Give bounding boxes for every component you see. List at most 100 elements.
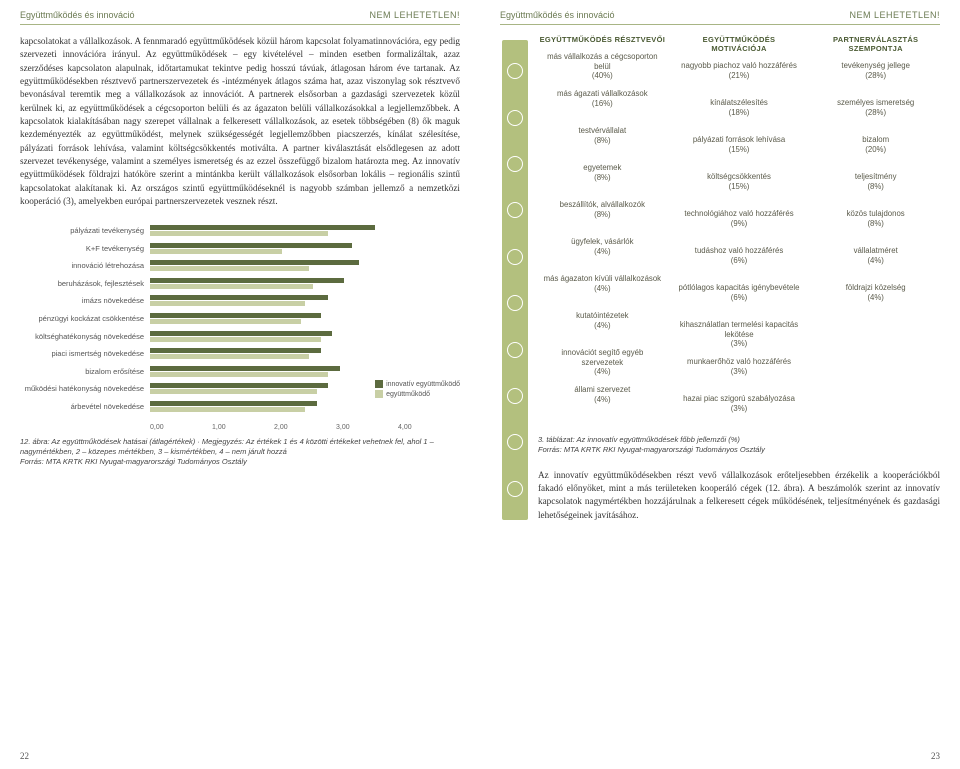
icon-strip	[502, 40, 528, 520]
bar-series-a	[150, 401, 317, 406]
cell-text: ügyfelek, vásárlók	[540, 237, 665, 247]
table-cell: költségcsökkentés(15%)	[675, 172, 804, 209]
cell-text: beszállítók, alvállalkozók	[540, 200, 665, 210]
chart-category-label: költséghatékonyság növekedése	[20, 332, 150, 341]
bar-series-b	[150, 301, 305, 306]
cell-text: pótlólagos kapacitás igénybevétele	[677, 283, 802, 293]
cell-text: technológiához való hozzáférés	[677, 209, 802, 219]
chart-row: pénzügyi kockázat csökkentése	[20, 310, 460, 326]
cell-text: kínálatszélesítés	[677, 98, 802, 108]
chart-row: imázs növekedése	[20, 293, 460, 309]
bar-series-a	[150, 243, 352, 248]
cell-text: állami szervezet	[540, 385, 665, 395]
table-cell: ügyfelek, vásárlók(4%)	[538, 237, 667, 274]
chart-x-axis: 0,001,002,003,004,00	[150, 424, 460, 431]
cell-percent: (20%)	[813, 145, 938, 155]
cell-percent: (4%)	[540, 367, 665, 377]
page-right: Együttműködés és innováció NEM LEHETETLE…	[480, 0, 960, 769]
person-icon	[507, 434, 523, 450]
header-tag: NEM LEHETETLEN!	[369, 10, 460, 20]
table-col-2: EGYÜTTMŰKÖDÉS MOTIVÁCIÓJA nagyobb piacho…	[675, 35, 804, 431]
table-cell: kihasználatlan termelési kapacitás leköt…	[675, 320, 804, 357]
cell-text: költségcsökkentés	[677, 172, 802, 182]
table-cell: földrajzi közelség(4%)	[811, 283, 940, 320]
bar-series-b	[150, 266, 309, 271]
cell-text: nagyobb piachoz való hozzáférés	[677, 61, 802, 71]
chart-bar-group	[150, 222, 460, 238]
cell-text: pályázati források lehívása	[677, 135, 802, 145]
cell-percent: (6%)	[677, 293, 802, 303]
cell-percent: (6%)	[677, 256, 802, 266]
legend-a: innovatív együttműködő	[386, 381, 460, 388]
table-cell: nagyobb piachoz való hozzáférés(21%)	[675, 61, 804, 98]
cell-percent: (15%)	[677, 145, 802, 155]
cell-percent: (28%)	[813, 108, 938, 118]
col-head: PARTNERVÁLASZTÁS SZEMPONTJA	[811, 35, 940, 53]
cell-percent: (8%)	[540, 136, 665, 146]
cell-percent: (3%)	[677, 367, 802, 377]
chart-row: K+F tevékenység	[20, 240, 460, 256]
table-cell: más vállalkozás a cégcsoporton belül(40%…	[538, 52, 667, 89]
table-cell: egyetemek(8%)	[538, 163, 667, 200]
rocket-icon	[507, 295, 523, 311]
plus-icon	[507, 63, 523, 79]
cell-percent: (18%)	[677, 108, 802, 118]
cell-text: teljesítmény	[813, 172, 938, 182]
table-cell: beszállítók, alvállalkozók(8%)	[538, 200, 667, 237]
running-header: Együttműködés és innováció NEM LEHETETLE…	[500, 10, 940, 25]
right-content: EGYÜTTMŰKÖDÉS RÉSZTVEVŐI más vállalkozás…	[538, 35, 940, 522]
cell-percent: (4%)	[540, 395, 665, 405]
cell-percent: (4%)	[540, 247, 665, 257]
table-cell: pótlólagos kapacitás igénybevétele(6%)	[675, 283, 804, 320]
table-col-1: EGYÜTTMŰKÖDÉS RÉSZTVEVŐI más vállalkozás…	[538, 35, 667, 431]
chart-category-label: piaci ismertség növekedése	[20, 349, 150, 358]
bar-series-b	[150, 249, 282, 254]
cell-text: innovációt segítő egyéb szervezetek	[540, 348, 665, 367]
cell-text: egyetemek	[540, 163, 665, 173]
gear-icon	[507, 202, 523, 218]
table-cell: bizalom(20%)	[811, 135, 940, 172]
header-title: Együttműködés és innováció	[500, 10, 615, 20]
chart-bar-group	[150, 328, 460, 344]
bar-series-a	[150, 331, 332, 336]
chart-category-label: imázs növekedése	[20, 296, 150, 305]
cell-text: munkaerőhöz való hozzáférés	[677, 357, 802, 367]
body-paragraph: kapcsolatokat a vállalkozások. A fennmar…	[20, 35, 460, 208]
cell-text: személyes ismeretség	[813, 98, 938, 108]
col-head: EGYÜTTMŰKÖDÉS RÉSZTVEVŐI	[538, 35, 667, 44]
axis-tick: 4,00	[398, 424, 460, 431]
chart-bar-group	[150, 258, 460, 274]
bar-series-a	[150, 278, 344, 283]
chart-bar-group	[150, 240, 460, 256]
bar-series-a	[150, 225, 375, 230]
table-cell: közös tulajdonos(8%)	[811, 209, 940, 246]
page-number: 23	[931, 751, 940, 761]
col-head: EGYÜTTMŰKÖDÉS MOTIVÁCIÓJA	[675, 35, 804, 53]
axis-tick: 3,00	[336, 424, 398, 431]
cell-percent: (40%)	[540, 71, 665, 81]
running-header: Együttműködés és innováció NEM LEHETETLE…	[20, 10, 460, 25]
table-cell: tevékenység jellege(28%)	[811, 61, 940, 98]
table-cell: állami szervezet(4%)	[538, 385, 667, 422]
chart-row: költséghatékonyság növekedése	[20, 328, 460, 344]
chart-bar-group	[150, 398, 460, 414]
chart-category-label: pályázati tevékenység	[20, 226, 150, 235]
chart-row: innováció létrehozása	[20, 258, 460, 274]
bar-series-a	[150, 313, 321, 318]
cell-percent: (4%)	[540, 284, 665, 294]
cell-text: vállalatméret	[813, 246, 938, 256]
globe-icon	[507, 342, 523, 358]
bar-series-b	[150, 372, 328, 377]
table-cell: más ágazaton kívüli vállalkozások(4%)	[538, 274, 667, 311]
chart-row: bizalom erősítése	[20, 363, 460, 379]
chart-bar-group	[150, 310, 460, 326]
cell-text: más ágazaton kívüli vállalkozások	[540, 274, 665, 284]
bar-series-a	[150, 366, 340, 371]
table-cell: kínálatszélesítés(18%)	[675, 98, 804, 135]
chart-row: pályázati tevékenység	[20, 222, 460, 238]
chart-category-label: árbevétel növekedése	[20, 402, 150, 411]
chart-category-label: beruházások, fejlesztések	[20, 279, 150, 288]
cell-percent: (8%)	[540, 210, 665, 220]
chart-category-label: bizalom erősítése	[20, 367, 150, 376]
bar-series-b	[150, 319, 301, 324]
